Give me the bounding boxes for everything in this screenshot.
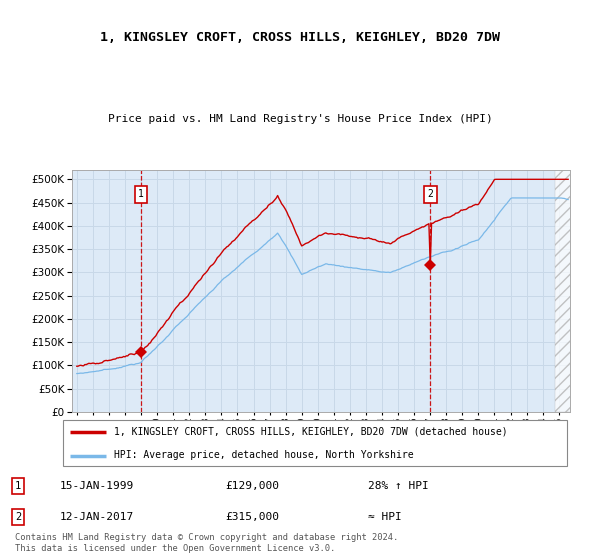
Bar [555,170,578,412]
Text: 15-JAN-1999: 15-JAN-1999 [59,481,134,491]
Text: 1, KINGSLEY CROFT, CROSS HILLS, KEIGHLEY, BD20 7DW (detached house): 1, KINGSLEY CROFT, CROSS HILLS, KEIGHLEY… [113,427,507,437]
Text: ≈ HPI: ≈ HPI [368,512,402,522]
Text: 1, KINGSLEY CROFT, CROSS HILLS, KEIGHLEY, BD20 7DW: 1, KINGSLEY CROFT, CROSS HILLS, KEIGHLEY… [100,31,500,44]
Text: £315,000: £315,000 [226,512,280,522]
Text: 1: 1 [15,481,21,491]
Text: Price paid vs. HM Land Registry's House Price Index (HPI): Price paid vs. HM Land Registry's House … [107,114,493,124]
Text: 2: 2 [15,512,21,522]
Text: 28% ↑ HPI: 28% ↑ HPI [368,481,429,491]
Text: HPI: Average price, detached house, North Yorkshire: HPI: Average price, detached house, Nort… [113,450,413,460]
Text: 12-JAN-2017: 12-JAN-2017 [59,512,134,522]
Text: Contains HM Land Registry data © Crown copyright and database right 2024.
This d: Contains HM Land Registry data © Crown c… [15,533,398,553]
FancyBboxPatch shape [62,419,568,465]
Text: 1: 1 [138,189,144,199]
Text: 2: 2 [427,189,433,199]
Text: £129,000: £129,000 [226,481,280,491]
